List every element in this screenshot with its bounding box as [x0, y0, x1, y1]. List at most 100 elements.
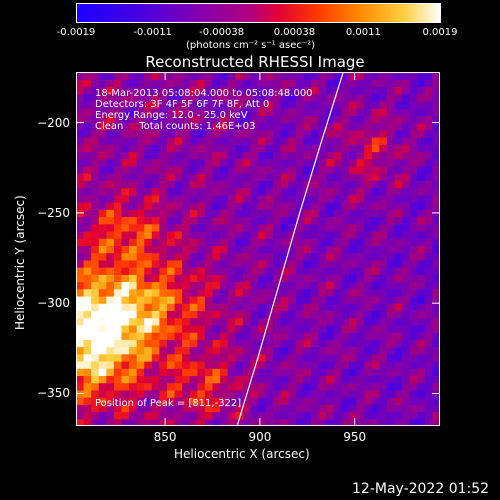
heatmap-cell: [333, 404, 343, 413]
heatmap-cell: [432, 238, 440, 246]
heatmap-cell: [288, 295, 297, 304]
heatmap-cell: [409, 274, 418, 283]
heatmap-cell: [144, 389, 153, 398]
heatmap-cell: [76, 93, 85, 102]
heatmap-cell: [288, 411, 297, 420]
heatmap-cell: [159, 238, 168, 246]
heatmap-cell: [432, 86, 440, 95]
heatmap-cell: [258, 252, 267, 261]
heatmap-cell: [242, 180, 252, 189]
heatmap-cell: [371, 317, 380, 326]
heatmap-cell: [356, 202, 365, 210]
heatmap-cell: [432, 303, 440, 312]
heatmap-cell: [250, 151, 259, 160]
heatmap-cell: [129, 93, 138, 102]
heatmap-cell: [235, 115, 244, 124]
heatmap-cell: [318, 223, 327, 232]
heatmap-cell: [204, 382, 214, 391]
heatmap-cell: [295, 317, 305, 326]
heatmap-cell: [83, 245, 92, 254]
heatmap-cell: [364, 389, 373, 398]
heatmap-cell: [182, 303, 191, 312]
heatmap-cell: [409, 209, 418, 218]
heatmap-cell: [311, 332, 320, 340]
heatmap-cell: [371, 108, 380, 116]
heatmap-cell: [280, 274, 289, 283]
heatmap-cell: [318, 173, 327, 181]
heatmap-cell: [364, 303, 373, 312]
heatmap-cell: [182, 202, 191, 210]
heatmap-cell: [394, 216, 403, 225]
heatmap-cell: [273, 360, 282, 369]
heatmap-cell: [326, 173, 335, 181]
heatmap-cell: [424, 165, 434, 174]
heatmap-cell: [189, 158, 198, 167]
heatmap-cell: [288, 93, 297, 102]
heatmap-cell: [273, 230, 282, 239]
heatmap-cell: [394, 339, 403, 348]
heatmap-cell: [174, 389, 183, 398]
heatmap-cell: [136, 252, 145, 261]
heatmap-cell: [356, 397, 365, 405]
heatmap-cell: [326, 310, 335, 319]
heatmap-cell: [83, 339, 92, 348]
heatmap-cell: [212, 368, 221, 377]
heatmap-cell: [91, 310, 100, 319]
heatmap-cell: [394, 79, 403, 88]
heatmap-cell: [371, 288, 380, 297]
heatmap-cell: [83, 194, 92, 203]
heatmap-cell: [311, 144, 320, 153]
heatmap-cell: [356, 252, 365, 261]
heatmap-cell: [341, 86, 350, 95]
heatmap-cell: [326, 223, 335, 232]
heatmap-cell: [326, 209, 335, 218]
heatmap-cell: [220, 151, 229, 160]
heatmap-cell: [98, 339, 107, 348]
heatmap-cell: [144, 274, 153, 283]
heatmap-cell: [311, 72, 320, 80]
heatmap-cell: [364, 115, 373, 124]
heatmap-cell: [250, 295, 259, 304]
heatmap-cell: [326, 216, 335, 225]
heatmap-cell: [227, 252, 236, 261]
heatmap-cell: [174, 346, 183, 355]
heatmap-cell: [159, 209, 168, 218]
heatmap-cell: [371, 360, 380, 369]
heatmap-cell: [113, 317, 123, 326]
heatmap-cell: [394, 317, 403, 326]
heatmap-cell: [83, 411, 92, 420]
heatmap-cell: [136, 122, 145, 131]
heatmap-cell: [424, 122, 434, 131]
heatmap-cell: [197, 93, 206, 102]
heatmap-cell: [356, 93, 365, 102]
heatmap-cell: [113, 382, 123, 391]
heatmap-cell: [227, 404, 236, 413]
heatmap-cell: [265, 375, 274, 384]
heatmap-cell: [432, 122, 440, 131]
heatmap-cell: [250, 144, 259, 153]
heatmap-cell: [318, 86, 327, 95]
heatmap-cell: [129, 382, 138, 391]
heatmap-cell: [91, 129, 100, 138]
heatmap-cell: [106, 238, 115, 246]
heatmap-cell: [220, 165, 229, 174]
heatmap-cell: [189, 375, 198, 384]
heatmap-cell: [189, 216, 198, 225]
heatmap-cell: [356, 238, 365, 246]
heatmap-cell: [113, 332, 123, 340]
heatmap-cell: [121, 209, 130, 218]
heatmap-cell: [189, 86, 198, 95]
heatmap-cell: [182, 281, 191, 290]
heatmap-cell: [159, 375, 168, 384]
heatmap-cell: [424, 288, 434, 297]
heatmap-cell: [280, 100, 289, 109]
heatmap-cell: [129, 209, 138, 218]
heatmap-cell: [129, 368, 138, 377]
heatmap-cell: [76, 86, 85, 95]
heatmap-cell: [91, 288, 100, 297]
heatmap-cell: [83, 158, 92, 167]
heatmap-cell: [242, 108, 252, 116]
heatmap-cell: [129, 194, 138, 203]
heatmap-cell: [333, 382, 343, 391]
heatmap-cell: [341, 216, 350, 225]
